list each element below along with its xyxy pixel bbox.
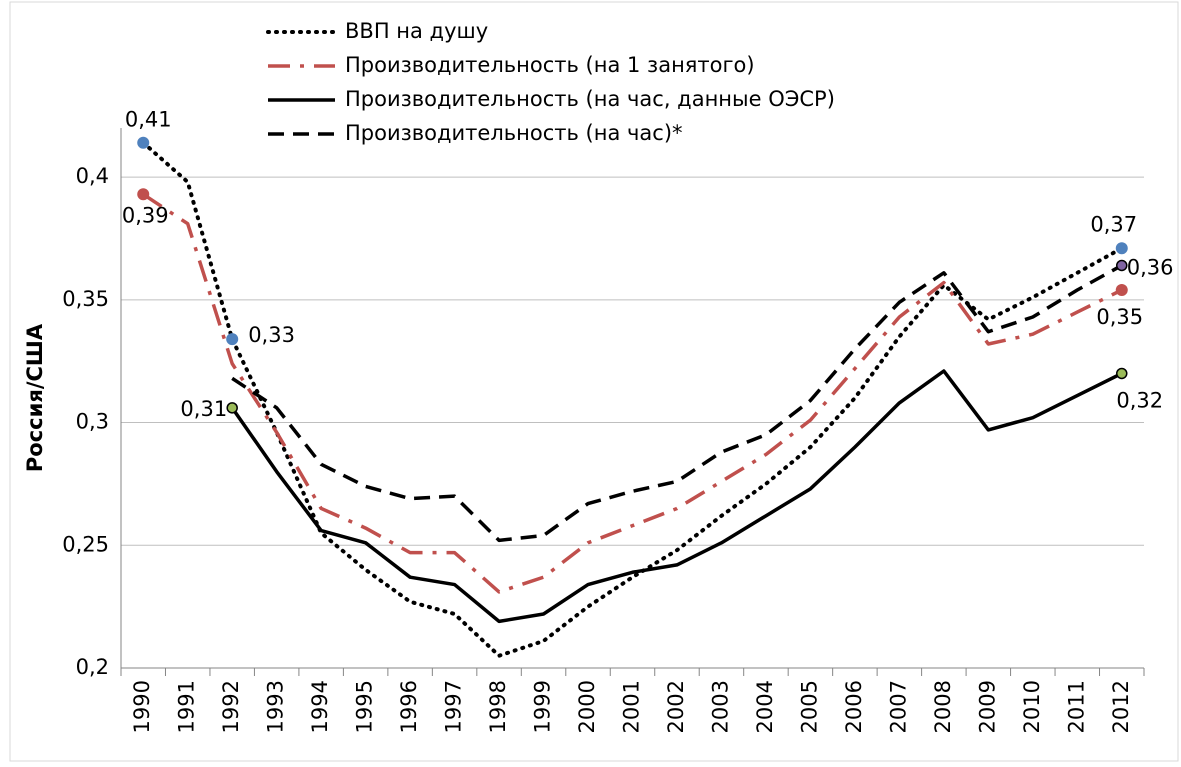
legend-label: Производительность (на час, данные ОЭСР): [345, 87, 835, 111]
chart-frame: [9, 1, 1179, 762]
data-label: 0,33: [248, 323, 295, 347]
x-tick-label: 2000: [575, 680, 599, 733]
series-line: [230, 369, 1123, 624]
x-tick-label: 1996: [397, 680, 421, 733]
data-point: [1116, 259, 1128, 272]
legend-label: ВВП на душу: [345, 19, 488, 43]
x-tick-label: 1991: [175, 680, 199, 733]
y-tick-label: 0,35: [62, 287, 109, 311]
x-tick-label: 2006: [842, 680, 866, 733]
x-tick-label: 1994: [308, 680, 332, 733]
x-tick-label: 1993: [264, 680, 288, 733]
data-label: 0,31: [180, 397, 227, 421]
x-tick-label: 2009: [975, 680, 999, 733]
y-tick-label: 0,3: [76, 410, 109, 434]
data-point: [226, 333, 239, 346]
data-point: [1115, 284, 1128, 296]
x-tick-label: 2012: [1109, 680, 1133, 733]
legend-label: Производительность (на 1 занятого): [345, 53, 755, 77]
y-tick-label: 0,4: [76, 164, 109, 188]
x-tick-label: 2002: [664, 680, 688, 733]
x-tick-label: 1998: [486, 680, 510, 733]
x-tick-label: 2010: [1020, 680, 1044, 733]
x-tick-label: 2003: [708, 680, 732, 733]
data-point: [226, 402, 238, 414]
data-label: 0,41: [125, 108, 172, 132]
y-axis-label: Россия/США: [23, 323, 47, 472]
x-tick-label: 1995: [353, 680, 377, 733]
series-line: [141, 140, 1124, 658]
x-tick-label: 1992: [219, 680, 243, 733]
x-tick-label: 2011: [1064, 680, 1088, 733]
data-point: [1116, 367, 1128, 380]
data-point: [137, 188, 150, 201]
data-label: 0,39: [122, 203, 169, 227]
x-tick-label: 2004: [753, 680, 777, 733]
x-tick-label: 2005: [797, 680, 821, 733]
x-tick-label: 1990: [130, 680, 154, 733]
data-point: [137, 136, 150, 149]
data-point: [1115, 242, 1128, 255]
x-tick-label: 1997: [442, 680, 466, 733]
x-tick-label: 2008: [931, 680, 955, 733]
series-line: [142, 192, 1123, 594]
data-label: 0,36: [1127, 255, 1174, 279]
legend-label: Производительность (на час)*: [345, 121, 683, 145]
y-tick-label: 0,2: [76, 655, 109, 679]
data-label: 0,35: [1096, 305, 1143, 329]
series-line: [231, 263, 1123, 543]
y-tick-label: 0,25: [62, 532, 109, 556]
data-label: 0,32: [1116, 388, 1163, 412]
data-label: 0,37: [1090, 212, 1137, 236]
x-tick-label: 2001: [620, 680, 644, 733]
x-tick-label: 2007: [886, 680, 910, 733]
x-tick-label: 1999: [531, 680, 555, 733]
